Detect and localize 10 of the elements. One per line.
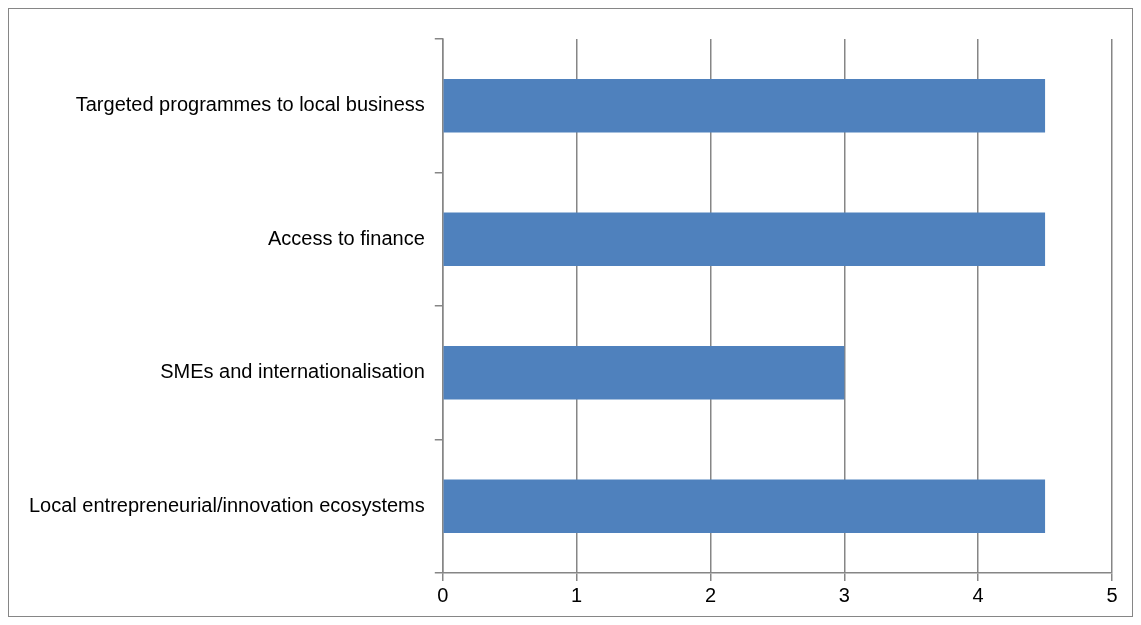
y-tick-label: Targeted programmes to local business [75,93,425,116]
x-tick-label: 5 [1106,583,1118,606]
x-tick-label: 2 [704,583,717,606]
x-tick-label: 1 [571,583,583,606]
y-tick-label: Local entrepreneurial/innovation ecosystems [29,493,425,516]
y-tick-label: SMEs and internationalisation [160,360,425,383]
y-tick-label: Access to finance [268,226,425,249]
x-tick-label: 0 [437,583,449,606]
x-tick-label: 4 [972,583,984,606]
x-tick-label: 3 [838,583,850,606]
